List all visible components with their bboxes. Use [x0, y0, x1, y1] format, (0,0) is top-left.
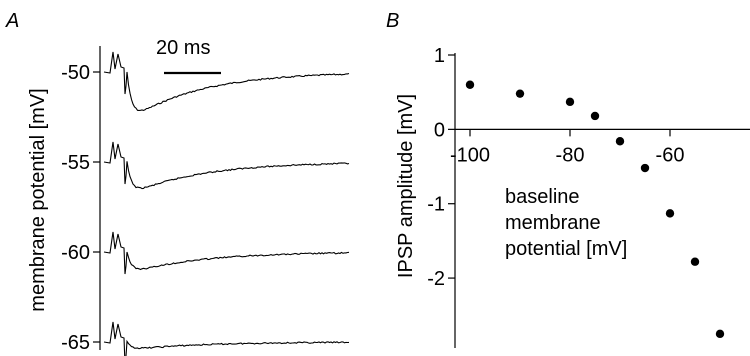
- panel-b-x-tick-label: -100: [450, 144, 490, 166]
- panel-b-xlabel-line-3: potential [mV]: [505, 238, 627, 260]
- panel-b-y-tick-label: 0: [434, 119, 445, 141]
- panel-b-label: B: [386, 10, 399, 32]
- panel-b-y-tick-label: 1: [434, 45, 445, 67]
- panel-b-points: [465, 80, 725, 339]
- panel-a-label: A: [5, 10, 19, 32]
- panel-a-tick-label: -60: [61, 242, 90, 264]
- panel-a-tick-label: -65: [61, 332, 90, 354]
- panel-a-traces: [103, 51, 350, 356]
- data-point: [615, 137, 625, 146]
- voltage-trace: [103, 51, 350, 111]
- data-point: [465, 80, 475, 89]
- panel-a-tick-label: -55: [61, 152, 90, 174]
- panel-a: A membrane potential [mV] -50 -55 -60 -65 2…: [5, 10, 350, 356]
- data-point: [565, 97, 575, 107]
- data-point: [640, 163, 650, 173]
- panel-b-y-ticks: 1 0 -1 -2: [427, 45, 455, 290]
- data-point: [715, 329, 725, 339]
- panel-b-xlabel-line-2: membrane: [505, 212, 601, 234]
- panel-b: B IPSP amplitude [mV] 10-1-2 -100 -80 -60 …: [386, 10, 750, 348]
- panel-b-ylabel: IPSP amplitude [mV]: [395, 94, 417, 278]
- data-point: [515, 89, 525, 98]
- panel-b-x-tick-label: -60: [656, 144, 685, 166]
- panel-b-y-tick-label: -2: [427, 268, 445, 290]
- voltage-trace: [103, 141, 350, 190]
- panel-a-ylabel: membrane potential [mV]: [27, 88, 49, 311]
- panel-b-xlabel-line-1: baseline: [505, 186, 580, 208]
- voltage-trace: [103, 231, 350, 275]
- panel-b-x-tick-label: -80: [556, 144, 585, 166]
- panel-a-ticks: -50 -55 -60 -65: [61, 62, 100, 354]
- data-point: [665, 209, 675, 218]
- data-point: [690, 257, 700, 266]
- panel-b-x-ticks: -100 -80 -60: [450, 129, 684, 166]
- voltage-trace: [103, 321, 350, 356]
- panel-a-tick-label: -50: [61, 62, 90, 84]
- panel-b-y-tick-label: -1: [427, 194, 445, 216]
- scale-bar-label: 20 ms: [156, 37, 210, 59]
- data-point: [590, 111, 600, 121]
